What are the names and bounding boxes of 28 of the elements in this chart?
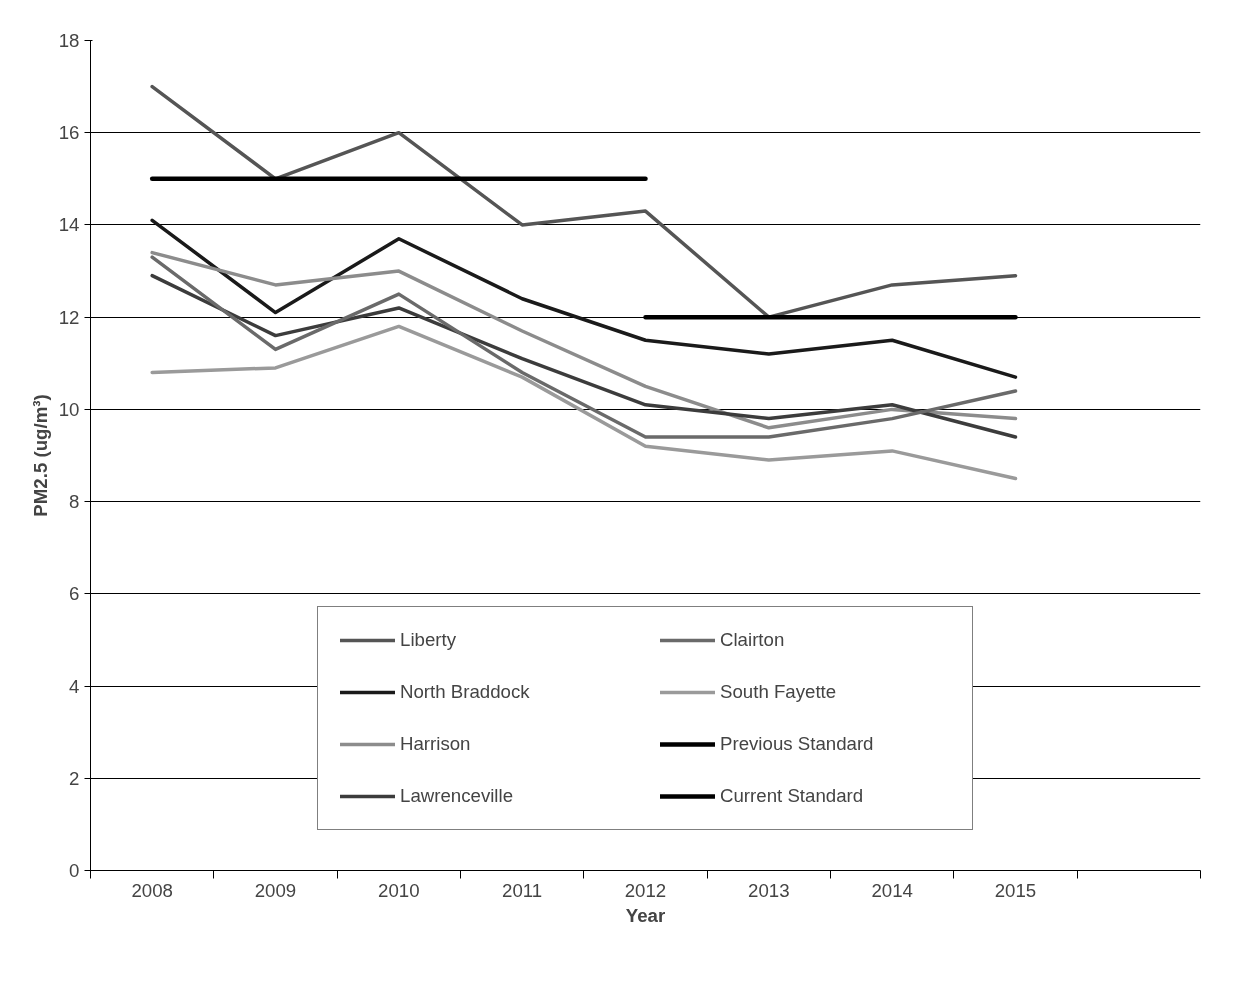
y-tick-label: 10 (58, 398, 80, 420)
x-tick-label: 2010 (378, 879, 420, 901)
legend-label: Clairton (720, 629, 786, 651)
x-tick-label: 2008 (131, 879, 173, 901)
legend-label: Current Standard (720, 785, 865, 807)
legend-label: Liberty (400, 629, 457, 651)
x-tick-label: 2011 (502, 879, 543, 901)
y-tick-label: 2 (69, 767, 80, 789)
x-tick-label: 2012 (624, 879, 667, 901)
y-tick-label: 14 (58, 214, 80, 236)
legend-label: Previous Standard (720, 733, 875, 755)
y-tick-label: 8 (69, 491, 80, 513)
y-axis-title: PM2.5 (ug/m³) (29, 394, 51, 517)
y-tick-label: 18 (58, 30, 80, 51)
x-tick-label: 2015 (994, 879, 1037, 901)
legend-label: South Fayette (720, 681, 838, 703)
legend-label: Harrison (400, 733, 472, 755)
y-tick-label: 16 (58, 122, 80, 144)
legend-label: Lawrenceville (400, 785, 515, 807)
y-tick-label: 0 (69, 860, 80, 881)
x-tick-label: 2014 (871, 879, 913, 901)
y-tick-label: 4 (69, 675, 80, 697)
x-axis-title: Year (625, 904, 666, 926)
y-tick-label: 12 (58, 306, 80, 328)
y-tick-label: 6 (69, 583, 80, 605)
legend-label: North Braddock (400, 681, 531, 703)
x-tick-label: 2009 (254, 879, 297, 901)
x-tick-label: 2013 (748, 879, 790, 901)
